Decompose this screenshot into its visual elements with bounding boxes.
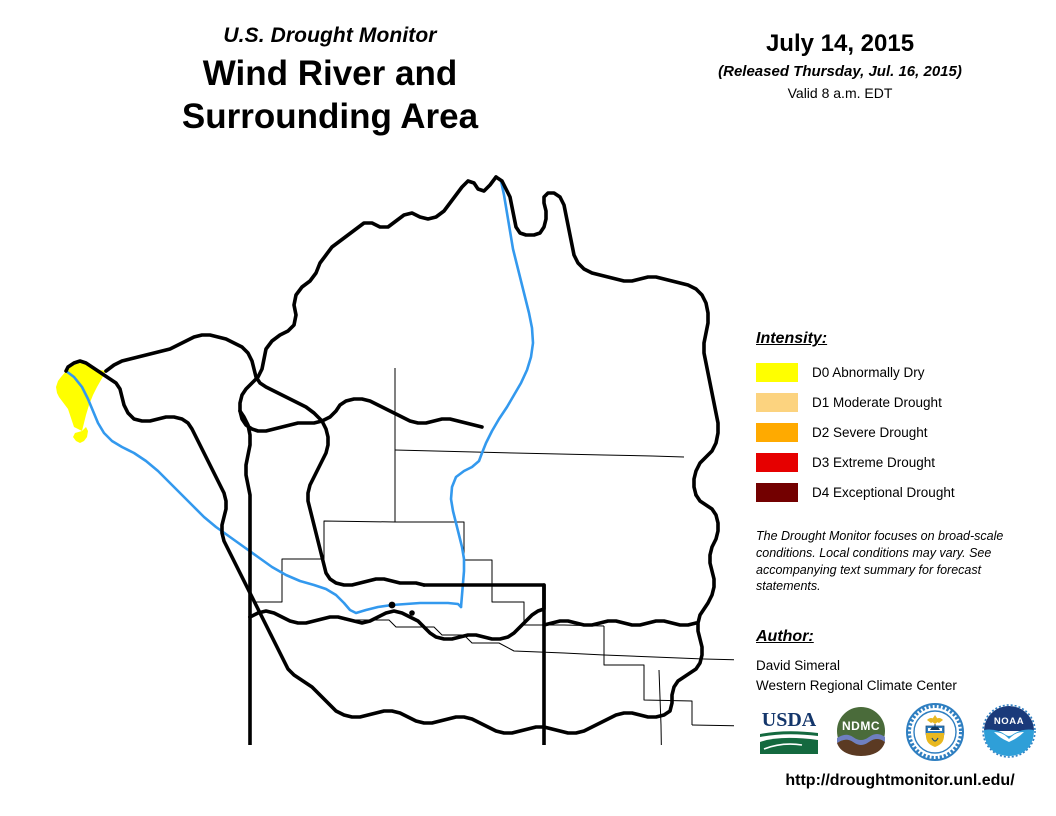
date-block: July 14, 2015 (Released Thursday, Jul. 1… [660, 30, 1020, 101]
legend-label-d0: D0 Abnormally Dry [812, 364, 925, 380]
release-date: (Released Thursday, Jul. 16, 2015) [718, 62, 962, 80]
svg-text:NDMC: NDMC [842, 719, 880, 733]
legend-item-d1: D1 Moderate Drought [756, 390, 1036, 414]
valid-time: Valid 8 a.m. EDT [787, 84, 893, 101]
legend-swatch-d1 [756, 392, 798, 412]
svg-text:USDA: USDA [762, 709, 817, 731]
author-affiliation: Western Regional Climate Center [756, 677, 957, 693]
title-block: U.S. Drought Monitor Wind River and Surr… [40, 24, 620, 138]
legend-swatch-d2 [756, 422, 798, 442]
page-title: Wind River and Surrounding Area [181, 54, 479, 136]
drought-map[interactable] [44, 165, 734, 745]
svg-text:NOAA: NOAA [994, 716, 1024, 727]
usdc-seal-logo [906, 703, 964, 761]
product-name: U.S. Drought Monitor [223, 24, 437, 47]
logo-row: USDA NDMC NOAA [756, 702, 1044, 764]
map-svg[interactable] [44, 165, 734, 745]
drought-area-d0 [56, 363, 106, 443]
author-name: David Simeral [756, 658, 841, 673]
legend-swatch-d0 [756, 362, 798, 382]
legend-item-d3: D3 Extreme Drought [756, 450, 1036, 474]
noaa-logo: NOAA [982, 704, 1036, 758]
issue-date: July 14, 2015 [765, 30, 915, 57]
disclaimer-text: The Drought Monitor focuses on broad-sca… [756, 529, 1004, 594]
ndmc-logo: NDMC [835, 705, 887, 757]
legend-swatch-d4 [756, 482, 798, 502]
usda-logo: USDA [760, 709, 818, 754]
legend: Intensity: D0 Abnormally Dry D1 Moderate… [756, 330, 1036, 510]
legend-swatch-d3 [756, 452, 798, 472]
legend-item-d0: D0 Abnormally Dry [756, 360, 1036, 384]
author-heading: Author: [756, 628, 814, 645]
legend-label-d3: D3 Extreme Drought [812, 454, 936, 470]
legend-heading: Intensity: [756, 330, 828, 347]
site-url[interactable]: http://droughtmonitor.unl.edu/ [785, 772, 1015, 789]
legend-item-d4: D4 Exceptional Drought [756, 480, 1036, 504]
author-block: Author: David Simeral Western Regional C… [756, 628, 1036, 695]
river-network [64, 179, 535, 615]
legend-label-d2: D2 Severe Drought [812, 424, 928, 440]
legend-label-d1: D1 Moderate Drought [812, 394, 942, 410]
region-boundary [64, 175, 720, 745]
legend-label-d4: D4 Exceptional Drought [812, 484, 955, 500]
legend-item-d2: D2 Severe Drought [756, 420, 1036, 444]
